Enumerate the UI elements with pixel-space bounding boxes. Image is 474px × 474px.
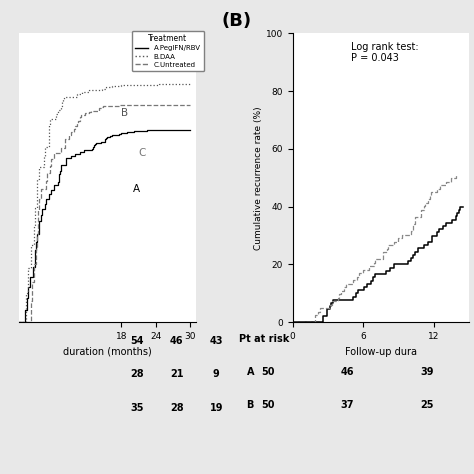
Text: 25: 25 <box>420 400 434 410</box>
X-axis label: Follow-up dura: Follow-up dura <box>345 346 417 356</box>
Text: 46: 46 <box>341 367 354 377</box>
Text: 21: 21 <box>170 369 183 380</box>
Text: 50: 50 <box>261 367 274 377</box>
Text: B: B <box>246 400 254 410</box>
Text: B: B <box>121 108 128 118</box>
Text: 37: 37 <box>341 400 354 410</box>
Text: 39: 39 <box>420 367 434 377</box>
Text: (B): (B) <box>222 12 252 30</box>
Text: Log rank test:
P = 0.043: Log rank test: P = 0.043 <box>351 42 419 64</box>
Text: C: C <box>138 148 146 158</box>
Y-axis label: Cumulative recurrence rate (%): Cumulative recurrence rate (%) <box>254 106 263 250</box>
Text: 9: 9 <box>213 369 219 380</box>
Text: 35: 35 <box>130 402 144 413</box>
Text: 28: 28 <box>130 369 144 380</box>
Text: A: A <box>133 184 140 194</box>
Text: 43: 43 <box>210 336 223 346</box>
Text: A: A <box>246 367 254 377</box>
Text: 19: 19 <box>210 402 223 413</box>
Legend: A.PegIFN/RBV, B.DAA, C.Untreated: A.PegIFN/RBV, B.DAA, C.Untreated <box>132 31 204 71</box>
Text: Pt at risk: Pt at risk <box>239 334 290 344</box>
Text: 54: 54 <box>130 336 144 346</box>
Text: 50: 50 <box>261 400 274 410</box>
Text: 46: 46 <box>170 336 183 346</box>
X-axis label: duration (months): duration (months) <box>63 346 152 356</box>
Text: 28: 28 <box>170 402 183 413</box>
